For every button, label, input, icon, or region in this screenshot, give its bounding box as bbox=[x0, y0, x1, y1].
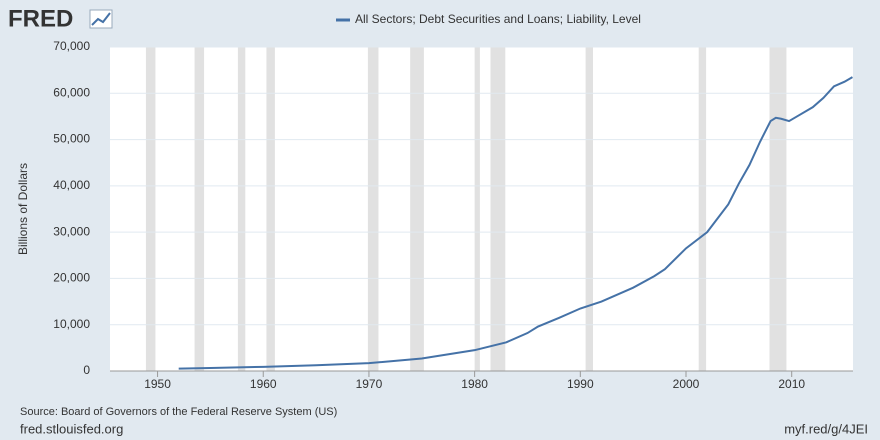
y-tick-label: 30,000 bbox=[53, 224, 90, 238]
y-axis-label: Billions of Dollars bbox=[16, 163, 30, 255]
footer-left: fred.stlouisfed.org bbox=[20, 421, 123, 436]
y-tick-label: 60,000 bbox=[53, 85, 90, 99]
recession-band bbox=[367, 47, 379, 371]
recession-band bbox=[145, 47, 156, 371]
line bbox=[178, 76, 853, 370]
recession-band bbox=[266, 47, 275, 371]
recession-band bbox=[698, 47, 707, 371]
x-tick-label: 1970 bbox=[356, 377, 383, 391]
recession-band bbox=[585, 47, 594, 371]
x-tick-label: 1950 bbox=[144, 377, 171, 391]
logo-icon bbox=[89, 9, 113, 29]
y-tick-label: 70,000 bbox=[53, 39, 90, 53]
recession-band bbox=[237, 47, 246, 371]
y-tick-label: 0 bbox=[83, 363, 90, 377]
recession-band bbox=[769, 47, 787, 371]
recession-band bbox=[410, 47, 424, 371]
plot-area bbox=[110, 47, 853, 371]
y-tick-label: 20,000 bbox=[53, 271, 90, 285]
footer-right: myf.red/g/4JEI bbox=[784, 421, 868, 436]
y-tick-label: 50,000 bbox=[53, 132, 90, 146]
recession-band bbox=[194, 47, 205, 371]
logo: FRED bbox=[8, 5, 73, 32]
recession-band bbox=[490, 47, 506, 371]
x-tick-label: 1990 bbox=[567, 377, 594, 391]
legend-label: All Sectors; Debt Securities and Loans; … bbox=[355, 12, 641, 26]
x-tick-label: 1960 bbox=[250, 377, 277, 391]
y-tick-label: 40,000 bbox=[53, 178, 90, 192]
recession-band bbox=[474, 47, 480, 371]
x-tick-label: 2010 bbox=[778, 377, 805, 391]
source: Source: Board of Governors of the Federa… bbox=[20, 406, 337, 418]
x-tick-label: 2000 bbox=[673, 377, 700, 391]
x-tick-label: 1980 bbox=[461, 377, 488, 391]
y-tick-label: 10,000 bbox=[53, 317, 90, 331]
